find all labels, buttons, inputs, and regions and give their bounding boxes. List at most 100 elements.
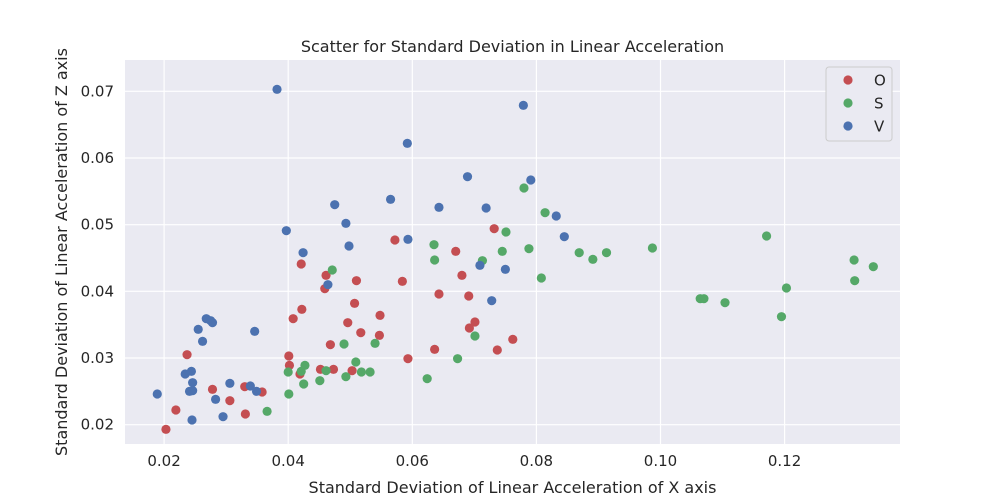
scatter-point-o [434, 289, 444, 299]
y-axis-label: Standard Deviation of Linear Acceleratio… [52, 48, 71, 456]
scatter-point-o [374, 330, 385, 340]
scatter-point-o [182, 350, 192, 360]
scatter-point-s [341, 372, 351, 382]
x-tick-label: 0.12 [768, 452, 801, 470]
scatter-point-s [299, 379, 309, 389]
scatter-point-o [321, 270, 331, 280]
scatter-point-s [284, 389, 294, 399]
scatter-point-v [487, 296, 497, 306]
scatter-point-s [850, 276, 860, 286]
scatter-point-v [403, 234, 413, 244]
scatter-point-s [761, 231, 772, 241]
scatter-point-o [349, 298, 360, 308]
scatter-point-s [452, 354, 463, 364]
scatter-point-s [497, 246, 507, 256]
y-tick-label: 0.02 [81, 416, 114, 434]
scatter-point-s [868, 262, 878, 272]
scatter-point-s [588, 254, 598, 264]
scatter-point-v [475, 260, 485, 270]
scatter-point-s [501, 227, 511, 237]
y-tick-label: 0.05 [81, 216, 114, 234]
scatter-point-v [462, 172, 473, 182]
scatter-point-o [489, 224, 499, 234]
legend-marker-v [843, 121, 853, 131]
scatter-point-o [297, 304, 307, 314]
x-tick-label: 0.02 [147, 452, 180, 470]
scatter-point-v [186, 366, 196, 376]
scatter-point-o [451, 246, 461, 256]
scatter-point-v [188, 386, 198, 396]
scatter-point-v [344, 241, 354, 251]
scatter-point-o [284, 351, 294, 361]
scatter-point-v [207, 318, 218, 328]
scatter-point-s [300, 360, 310, 370]
legend: OSV [825, 66, 893, 142]
scatter-point-s [430, 255, 440, 265]
scatter-point-v [481, 203, 491, 213]
scatter-point-o [296, 259, 306, 269]
legend-marker-s [843, 98, 853, 108]
scatter-point-s [519, 183, 529, 193]
scatter-point-v [559, 232, 569, 242]
scatter-point-s [574, 248, 584, 258]
scatter-point-s [781, 283, 792, 293]
scatter-point-v [272, 84, 282, 94]
scatter-point-o [240, 409, 250, 419]
chart-title: Scatter for Standard Deviation in Linear… [301, 37, 724, 56]
scatter-point-v [281, 226, 291, 236]
scatter-point-s [351, 357, 361, 367]
scatter-point-o [508, 334, 518, 344]
scatter-point-o [161, 424, 171, 434]
scatter-point-s [327, 265, 337, 275]
scatter-point-o [470, 317, 480, 327]
scatter-point-o [375, 310, 385, 320]
scatter-point-s [536, 273, 546, 283]
scatter-point-s [540, 208, 550, 218]
scatter-point-v [245, 381, 255, 391]
scatter-point-v [551, 211, 561, 221]
x-tick-label: 0.04 [271, 452, 304, 470]
scatter-point-v [402, 138, 412, 148]
scatter-point-s [849, 255, 859, 265]
scatter-point-v [250, 326, 260, 336]
scatter-point-v [187, 415, 197, 425]
scatter-point-o [457, 270, 467, 280]
scatter-point-v [193, 324, 203, 334]
scatter-point-s [262, 406, 272, 416]
scatter-point-s [370, 338, 380, 348]
scatter-point-o [343, 318, 353, 328]
scatter-point-o [347, 366, 357, 376]
x-tick-label: 0.06 [396, 452, 429, 470]
scatter-point-v [225, 378, 235, 388]
x-axis-label: Standard Deviation of Linear Acceleratio… [309, 478, 717, 497]
scatter-point-v [218, 412, 228, 422]
scatter-point-o [351, 276, 362, 286]
y-tick-label: 0.07 [81, 82, 114, 100]
scatter-point-o [464, 323, 474, 333]
legend-label-v: V [874, 118, 885, 136]
scatter-point-o [171, 405, 181, 415]
scatter-point-o [390, 235, 400, 245]
scatter-point-s [699, 294, 709, 304]
scatter-point-v [251, 386, 262, 396]
scatter-point-o [430, 344, 440, 354]
scatter-point-v [188, 378, 198, 388]
legend-label-s: S [874, 95, 884, 113]
scatter-point-v [518, 100, 528, 110]
scatter-point-v [330, 200, 340, 210]
scatter-point-v [500, 264, 510, 274]
scatter-point-o [325, 340, 335, 350]
scatter-point-v [210, 394, 221, 404]
scatter-point-s [422, 374, 432, 384]
scatter-point-s [470, 331, 480, 341]
scatter-point-v [197, 336, 208, 346]
x-tick-label: 0.08 [520, 452, 553, 470]
legend-box [825, 66, 893, 142]
scatter-point-o [356, 328, 366, 338]
scatter-point-o [397, 276, 407, 286]
scatter-point-s [283, 367, 293, 377]
scatter-point-s [647, 243, 658, 253]
scatter-point-v [434, 202, 444, 212]
